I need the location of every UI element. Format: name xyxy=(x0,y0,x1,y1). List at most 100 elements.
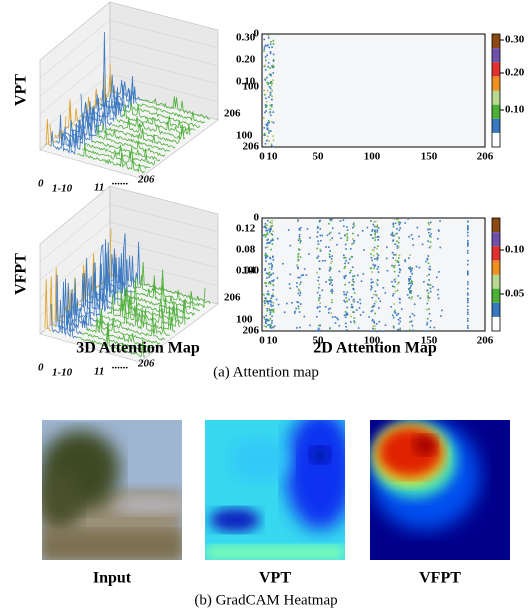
map-cell xyxy=(433,326,436,329)
map-cell xyxy=(328,253,331,256)
map-cell xyxy=(329,231,332,234)
map-cell xyxy=(426,330,428,332)
colorbar-cell xyxy=(492,232,500,247)
map-cell xyxy=(331,316,334,318)
map-cell xyxy=(272,60,275,62)
map-cell xyxy=(270,297,273,299)
map-cell xyxy=(272,309,275,312)
map-cell xyxy=(331,290,334,293)
colorbar-cell xyxy=(492,90,500,105)
map-cell xyxy=(265,260,267,262)
map-cell xyxy=(266,81,268,84)
map-cell xyxy=(373,221,375,223)
map-cell xyxy=(297,248,300,250)
map-cell xyxy=(352,226,354,229)
map-cell xyxy=(271,46,273,48)
map-cell xyxy=(297,301,300,304)
map-cell xyxy=(467,271,469,274)
map-cell xyxy=(346,236,349,239)
map-cell xyxy=(419,297,422,300)
map-cell xyxy=(265,326,268,328)
map-cell xyxy=(353,317,356,319)
spike-line xyxy=(86,315,156,349)
map-cell xyxy=(266,229,269,232)
map-cell xyxy=(353,222,355,224)
map-cell xyxy=(270,74,272,77)
map-cell xyxy=(317,255,320,257)
map-cell xyxy=(264,142,267,145)
map-cell xyxy=(266,54,269,57)
map-cell xyxy=(353,275,356,277)
map-cell xyxy=(396,247,399,249)
map-cell xyxy=(296,327,298,329)
map-cell xyxy=(269,310,272,312)
map-cell xyxy=(288,283,291,285)
map-cell xyxy=(317,329,319,332)
map-cell xyxy=(329,276,332,279)
map-cell xyxy=(271,89,273,92)
map-cell xyxy=(467,299,469,302)
spike-line xyxy=(64,101,72,129)
colorbar-cell xyxy=(492,274,500,289)
map-cell xyxy=(467,301,469,304)
map-cell xyxy=(269,281,271,283)
map-cell xyxy=(266,76,268,79)
map-cell xyxy=(299,283,301,286)
map-cell xyxy=(377,239,380,241)
map-cell xyxy=(374,258,376,260)
colorbar-cell xyxy=(492,302,500,317)
map-cell xyxy=(264,111,266,114)
map-cell xyxy=(376,256,379,259)
map-cell xyxy=(345,297,347,299)
map-cell xyxy=(350,306,353,308)
column-title: 2D Attention Map xyxy=(313,340,437,357)
map-cell xyxy=(289,273,292,276)
map-cell xyxy=(376,258,379,261)
map-cell xyxy=(299,303,302,305)
map-cell xyxy=(265,299,267,301)
x-label: 0 xyxy=(38,178,44,190)
map-cell xyxy=(272,304,274,307)
map-cell xyxy=(294,310,296,313)
map-cell xyxy=(265,314,268,317)
map-cell xyxy=(410,270,412,273)
map-cell xyxy=(268,231,271,233)
map-cell xyxy=(391,281,393,283)
map-cell xyxy=(337,318,339,321)
map-cell xyxy=(270,248,272,251)
spike-line xyxy=(85,96,113,126)
map-cell xyxy=(376,231,379,233)
map-cell xyxy=(300,274,303,277)
image-label: VFPT xyxy=(419,570,461,587)
spike-line xyxy=(91,314,161,346)
map-cell xyxy=(372,325,375,328)
map-cell xyxy=(352,223,355,226)
map-cell xyxy=(392,257,394,259)
map-cell xyxy=(269,225,272,228)
map-cell xyxy=(263,48,266,50)
map-cell xyxy=(264,282,266,284)
map-cell xyxy=(410,280,413,282)
map-cell xyxy=(396,240,398,243)
map-cell xyxy=(271,264,273,266)
map-cell xyxy=(376,279,379,281)
map-cell xyxy=(317,327,320,330)
map-cell xyxy=(277,303,280,306)
map-cell xyxy=(266,242,269,244)
map-cell xyxy=(351,284,353,286)
map-cell xyxy=(467,249,469,252)
map-cell xyxy=(306,228,309,230)
map-cell xyxy=(399,269,402,271)
map-cell xyxy=(374,236,377,239)
map-cell xyxy=(331,227,334,230)
map-cell xyxy=(345,312,348,314)
spike-line xyxy=(50,281,78,339)
map-cell xyxy=(357,234,359,237)
grid-line xyxy=(39,239,219,299)
map-cell xyxy=(426,302,429,305)
map-cell xyxy=(316,307,319,309)
map-cell xyxy=(399,221,402,224)
image-label: VPT xyxy=(259,570,291,587)
map-cell xyxy=(410,234,413,236)
map-cell xyxy=(299,294,301,297)
